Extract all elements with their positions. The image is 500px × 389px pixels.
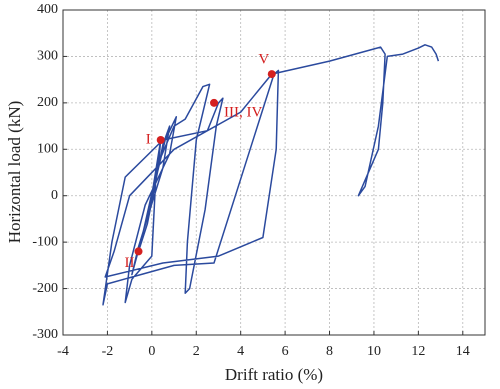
y-axis-title: Horizontal load (kN) (5, 101, 24, 244)
y-tick-label: -300 (32, 327, 58, 342)
y-tick-label: 200 (37, 95, 58, 110)
point-label: III, IV (224, 104, 262, 120)
y-tick-label: -100 (32, 234, 58, 249)
hysteresis-curve (102, 44, 440, 306)
x-tick-label: 2 (193, 344, 200, 359)
point-label: V (258, 52, 269, 68)
point-label: I (146, 131, 151, 147)
key-point (210, 98, 219, 107)
y-tick-label: -200 (32, 281, 58, 296)
y-tick-label: 300 (37, 49, 58, 64)
x-tick-label: -2 (102, 344, 114, 359)
x-tick-label: 10 (367, 344, 381, 359)
x-tick-label: 12 (411, 344, 425, 359)
y-tick-label: 400 (37, 2, 58, 17)
point-label: II (125, 255, 135, 271)
x-tick-label: 14 (456, 344, 470, 359)
y-tick-label: 100 (37, 142, 58, 157)
x-axis-title: Drift ratio (%) (225, 365, 323, 384)
plot-frame (62, 9, 486, 336)
x-tick-label: 8 (326, 344, 333, 359)
x-tick-label: -4 (57, 344, 69, 359)
key-point (156, 136, 165, 144)
x-tick-label: 0 (148, 344, 155, 359)
x-tick-label: 4 (237, 344, 244, 359)
y-tick-label: 0 (51, 188, 58, 203)
x-tick-label: 6 (282, 344, 289, 359)
key-point (134, 247, 143, 256)
key-point (267, 70, 276, 79)
